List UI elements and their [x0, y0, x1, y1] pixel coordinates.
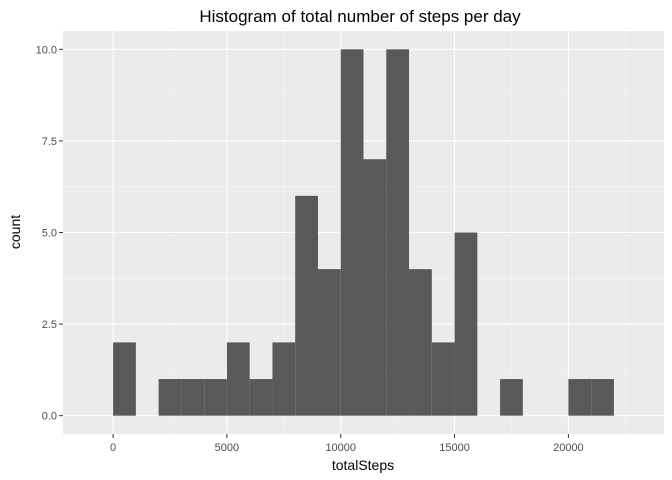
- y-tick-label: 10.0: [36, 44, 57, 56]
- y-tick-label: 2.5: [42, 319, 57, 331]
- y-axis-title: count: [7, 215, 23, 249]
- histogram-bar: [454, 232, 478, 416]
- histogram-bar: [409, 269, 432, 416]
- histogram-bar: [272, 342, 296, 416]
- histogram-bar: [317, 269, 341, 416]
- histogram-bar: [226, 342, 250, 416]
- x-tick-label: 0: [110, 442, 116, 454]
- chart-title: Histogram of total number of steps per d…: [199, 7, 521, 26]
- y-tick-label: 0.0: [42, 411, 57, 423]
- x-tick-label: 20000: [553, 442, 584, 454]
- x-axis-title: totalSteps: [332, 457, 394, 473]
- x-tick-label: 10000: [325, 442, 356, 454]
- histogram-bar: [568, 379, 592, 416]
- histogram-bar: [386, 49, 410, 416]
- histogram-bar: [113, 342, 136, 416]
- y-tick-label: 7.5: [42, 136, 57, 148]
- histogram-bars: [113, 49, 614, 416]
- y-axis: 0.0 2.5 5.0 7.5 10.0: [36, 44, 63, 423]
- y-tick-label: 5.0: [42, 228, 57, 240]
- histogram-bar: [431, 342, 455, 416]
- histogram-bar: [295, 195, 318, 416]
- histogram-bar: [181, 379, 205, 416]
- histogram-bar: [340, 49, 364, 416]
- x-tick-label: 5000: [215, 442, 239, 454]
- histogram-bar: [591, 379, 614, 416]
- x-tick-label: 15000: [439, 442, 470, 454]
- histogram-bar: [204, 379, 227, 416]
- histogram-bar: [363, 159, 387, 416]
- histogram-bar: [249, 379, 273, 416]
- x-axis: 0 5000 10000 15000 20000: [110, 434, 584, 454]
- histogram-bar: [500, 379, 523, 416]
- histogram-bar: [158, 379, 182, 416]
